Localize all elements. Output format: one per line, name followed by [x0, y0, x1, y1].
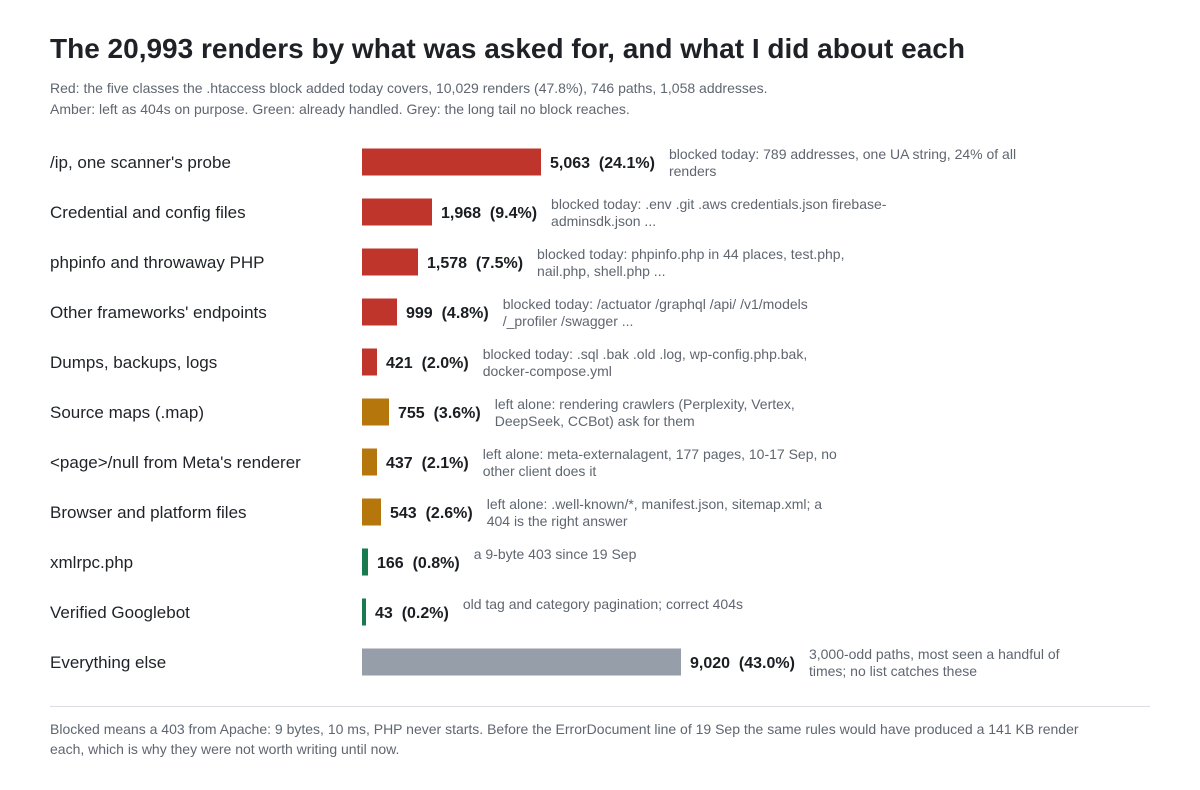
- bar-row: Source maps (.map) 755 (3.6%) left alone: …: [50, 396, 795, 429]
- category-label: <page>/null from Meta's renderer: [50, 453, 301, 472]
- bar: [362, 648, 681, 676]
- bar: [362, 448, 377, 476]
- annotation-label: blocked today: /actuator /graphql /api/ …: [503, 296, 808, 312]
- bar-row: Verified Googlebot 43 (0.2%) old tag and c…: [50, 596, 743, 626]
- footnote: Blocked means a 403 from Apache: 9 bytes…: [50, 721, 1079, 757]
- category-label: Other frameworks' endpoints: [50, 303, 267, 322]
- category-label: /ip, one scanner's probe: [50, 153, 231, 172]
- annotation-label: DeepSeek, CCBot) ask for them: [495, 413, 695, 429]
- value-label: 43 (0.2%): [375, 605, 449, 622]
- category-label: Credential and config files: [50, 203, 246, 222]
- annotation-label: blocked today: .env .git .aws credential…: [551, 196, 887, 212]
- category-label: Browser and platform files: [50, 503, 247, 522]
- value-label: 1,968 (9.4%): [441, 205, 537, 222]
- bar-row: Browser and platform files 543 (2.6%) left…: [50, 496, 822, 529]
- category-label: Dumps, backups, logs: [50, 353, 217, 372]
- value-label: 9,020 (43.0%): [690, 655, 795, 672]
- bar: [362, 548, 368, 576]
- chart-subtitle: Red: the five classes the .htaccess bloc…: [50, 78, 768, 120]
- bar-row: xmlrpc.php 166 (0.8%) a 9-byte 403 since 1…: [50, 546, 637, 576]
- annotation-label: docker-compose.yml: [483, 363, 612, 379]
- chart-title: The 20,993 renders by what was asked for…: [50, 33, 965, 64]
- category-label: Verified Googlebot: [50, 603, 190, 622]
- bar: [362, 148, 541, 176]
- bar-chart: /ip, one scanner's probe 5,063 (24.1%) blo…: [0, 140, 1200, 690]
- value-label: 1,578 (7.5%): [427, 255, 523, 272]
- annotation-label: left alone: rendering crawlers (Perplexi…: [495, 396, 795, 412]
- footer-divider: [50, 706, 1150, 707]
- annotation-label: blocked today: 789 addresses, one UA str…: [669, 146, 1016, 162]
- value-label: 421 (2.0%): [386, 355, 469, 372]
- bar-row: phpinfo and throwaway PHP 1,578 (7.5%) blo…: [50, 246, 845, 279]
- annotation-label: left alone: meta-externalagent, 177 page…: [483, 446, 837, 462]
- annotation-label: a 9-byte 403 since 19 Sep: [474, 546, 637, 562]
- bar-row: Everything else 9,020 (43.0%) 3,000-odd pa…: [50, 646, 1060, 679]
- annotation-label: adminsdk.json ...: [551, 213, 656, 229]
- category-label: Everything else: [50, 653, 166, 672]
- bar: [362, 198, 432, 226]
- bar-row: /ip, one scanner's probe 5,063 (24.1%) blo…: [50, 146, 1016, 179]
- bar: [362, 398, 389, 426]
- category-label: phpinfo and throwaway PHP: [50, 253, 265, 272]
- bar-row: <page>/null from Meta's renderer 437 (2.1…: [50, 446, 837, 479]
- value-label: 755 (3.6%): [398, 405, 481, 422]
- category-label: Source maps (.map): [50, 403, 204, 422]
- bar: [362, 248, 418, 276]
- value-label: 166 (0.8%): [377, 555, 460, 572]
- annotation-label: left alone: .well-known/*, manifest.json…: [487, 496, 823, 512]
- subtitle-line-1: Red: the five classes the .htaccess bloc…: [50, 80, 768, 96]
- annotation-label: blocked today: phpinfo.php in 44 places,…: [537, 246, 844, 262]
- value-label: 999 (4.8%): [406, 305, 489, 322]
- bar-row: Dumps, backups, logs 421 (2.0%) blocked to…: [50, 346, 807, 379]
- bar: [362, 598, 366, 626]
- bar-row: Other frameworks' endpoints 999 (4.8%) blo…: [50, 296, 808, 329]
- bar: [362, 348, 377, 376]
- annotation-label: blocked today: .sql .bak .old .log, wp-c…: [483, 346, 808, 362]
- annotation-label: 404 is the right answer: [487, 513, 628, 529]
- annotation-label: old tag and category pagination; correct…: [463, 596, 743, 612]
- annotation-label: nail.php, shell.php ...: [537, 263, 665, 279]
- annotation-label: times; no list catches these: [809, 663, 977, 679]
- annotation-label: /_profiler /swagger ...: [503, 313, 634, 329]
- value-label: 543 (2.6%): [390, 505, 473, 522]
- category-label: xmlrpc.php: [50, 553, 133, 572]
- annotation-label: other client does it: [483, 463, 597, 479]
- bar: [362, 298, 397, 326]
- bar-chart-svg: /ip, one scanner's probe 5,063 (24.1%) blo…: [50, 146, 1060, 679]
- annotation-label: renders: [669, 163, 716, 179]
- bar-row: Credential and config files 1,968 (9.4%) b…: [50, 196, 887, 229]
- subtitle-line-2: Amber: left as 404s on purpose. Green: a…: [50, 101, 630, 117]
- bar: [362, 498, 381, 526]
- value-label: 5,063 (24.1%): [550, 155, 655, 172]
- annotation-label: 3,000-odd paths, most seen a handful of: [809, 646, 1060, 662]
- value-label: 437 (2.1%): [386, 455, 469, 472]
